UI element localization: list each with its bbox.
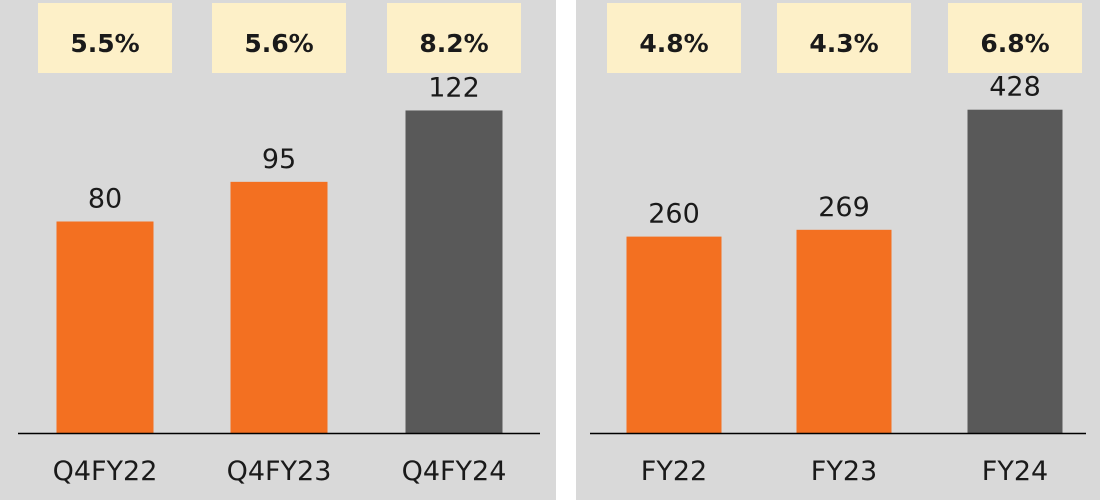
chart-panel-annual: 4.8% 260 FY22 4.3% 269 FY23 6.8% 428 FY24 bbox=[576, 0, 1100, 500]
chart-annual: 4.8% 260 FY22 4.3% 269 FY23 6.8% 428 FY24 bbox=[590, 3, 1086, 487]
percent-badge bbox=[777, 3, 911, 73]
x-tick-label: FY23 bbox=[811, 456, 877, 487]
percent-badge-label: 6.8% bbox=[980, 29, 1049, 58]
data-label: 260 bbox=[648, 199, 700, 230]
chart-panel-quarterly: 5.5% 80 Q4FY22 5.6% 95 Q4FY23 8.2% 122 Q4FY24 bbox=[0, 0, 556, 500]
percent-badge bbox=[607, 3, 741, 73]
percent-badge-label: 5.5% bbox=[70, 29, 139, 58]
data-label: 428 bbox=[989, 72, 1041, 103]
percent-badge-label: 4.3% bbox=[809, 29, 878, 58]
percent-badge-label: 5.6% bbox=[244, 29, 313, 58]
percent-badge bbox=[38, 3, 172, 73]
data-label: 80 bbox=[88, 184, 122, 215]
data-label: 269 bbox=[818, 192, 870, 223]
x-tick-label: FY22 bbox=[641, 456, 707, 487]
percent-badge bbox=[212, 3, 346, 73]
percent-badge-label: 4.8% bbox=[639, 29, 708, 58]
percent-badge bbox=[387, 3, 521, 73]
x-tick-label: Q4FY22 bbox=[53, 456, 158, 487]
data-label: 122 bbox=[428, 72, 480, 103]
bar bbox=[230, 181, 328, 433]
bar bbox=[56, 221, 154, 433]
percent-badge-label: 8.2% bbox=[419, 29, 488, 58]
percent-badge bbox=[948, 3, 1082, 73]
bar bbox=[967, 109, 1063, 433]
bar bbox=[405, 110, 503, 434]
bar bbox=[796, 229, 892, 433]
bar bbox=[626, 236, 722, 433]
x-tick-label: Q4FY24 bbox=[402, 456, 507, 487]
chart-quarterly: 5.5% 80 Q4FY22 5.6% 95 Q4FY23 8.2% 122 Q4FY24 bbox=[18, 3, 540, 487]
x-tick-label: Q4FY23 bbox=[227, 456, 332, 487]
data-label: 95 bbox=[262, 144, 296, 175]
x-tick-label: FY24 bbox=[982, 456, 1048, 487]
